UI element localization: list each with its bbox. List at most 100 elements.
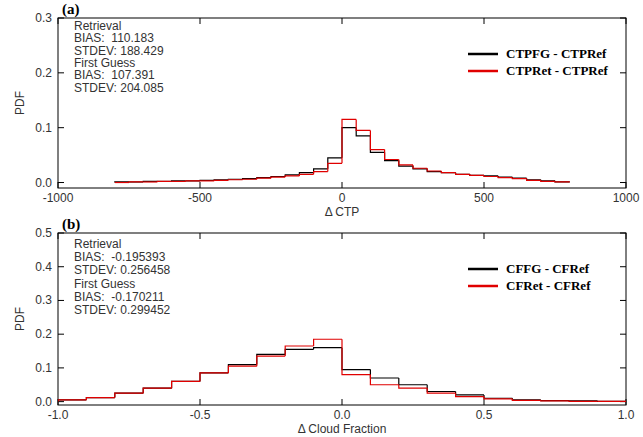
y-tick [620,266,626,267]
y-tick [58,401,64,402]
y-tick [58,300,64,301]
histogram-step [427,385,455,392]
x-tick [200,182,201,188]
histogram-step [257,178,271,179]
y-tick [58,367,64,368]
x-tick [342,18,343,24]
histogram-step [314,339,342,346]
histogram-step [228,365,256,373]
histogram-step [172,381,200,388]
histogram-step [186,180,200,182]
histogram-step [498,176,512,177]
histogram-step [427,169,441,172]
histogram-step [356,119,370,130]
y-tick [620,182,626,183]
x-tick [200,233,201,239]
histogram-step [271,176,285,177]
histogram-step [598,401,626,403]
histogram-step [356,128,370,136]
y-tick-label: 0.5 [35,226,52,240]
y-tick-label: 0.4 [35,260,52,274]
histogram-step [512,177,526,178]
histogram-step [257,178,271,179]
x-tick [484,399,485,405]
legend-swatch [468,70,498,73]
histogram-step [541,180,555,181]
y-tick-label: 0.2 [35,327,52,341]
histogram-step [228,366,256,373]
histogram-step [370,130,384,149]
histogram-step [243,178,257,180]
histogram-step [541,399,569,401]
histogram-step [555,181,569,183]
x-tick-label: 0.5 [476,408,493,422]
histogram-step [470,174,484,175]
histogram-step [243,179,257,181]
histogram-step [484,395,512,398]
histogram-step [115,181,129,183]
histogram-step [157,181,171,182]
y-tick-label: 0.3 [35,293,52,307]
histogram-step [86,398,114,400]
panel-label: (a) [62,1,80,18]
histogram-step [342,348,370,370]
histogram-step [129,181,143,183]
legend-label: CFRet - CFRef [506,278,591,293]
legend-swatch [468,285,498,288]
x-tick-label: -500 [188,191,212,205]
x-tick-label: -0.5 [190,408,211,422]
data-group [115,119,569,182]
histogram-step [86,398,114,400]
histogram-step [214,180,228,182]
data-group [58,339,626,401]
histogram-step [200,373,228,381]
x-tick-label: -1.0 [48,408,69,422]
x-tick-label: -1000 [43,191,74,205]
annotation: Retrieval [74,237,121,251]
histogram-step [314,348,342,350]
histogram-step [484,175,498,177]
x-axis-title: Δ Cloud Fraction [298,422,387,436]
plot-frame [58,233,626,405]
annotation: STDEV: 204.085 [74,81,164,95]
histogram-step [541,400,569,402]
legend-label: CTPFG - CTPRef [506,46,607,61]
legend-label: CFFG - CFRef [506,261,590,276]
histogram-step [427,388,455,393]
histogram-step [172,180,186,182]
x-tick [484,182,485,188]
x-tick [626,18,627,24]
y-tick [58,72,64,73]
histogram-step [399,159,413,164]
histogram-step [257,356,285,366]
histogram-step [285,349,313,354]
x-tick-label: 0 [339,191,346,205]
x-tick-label: 0.0 [334,408,351,422]
y-axis-title: PDF [13,91,27,115]
histogram-step [115,393,143,397]
histogram-step [484,175,498,176]
histogram-step [200,180,214,182]
y-tick [58,266,64,267]
x-tick-label: 1000 [613,191,640,205]
histogram-step [512,398,540,400]
histogram-step [143,181,157,182]
y-tick [620,18,626,19]
figure: -1000-500050010000.00.10.20.3Δ CTPPDF(a)… [0,0,643,437]
x-tick-label: 500 [474,191,494,205]
annotation: First Guess [74,277,135,291]
legend-swatch [468,268,498,271]
annotation: STDEV: 0.256458 [74,263,171,277]
y-tick [58,233,64,234]
histogram-step [512,399,540,400]
histogram-step [456,392,484,395]
histogram-step [271,177,285,178]
histogram-step [541,180,555,181]
x-tick [484,233,485,239]
y-axis-title: PDF [13,307,27,331]
histogram-step [115,182,129,183]
histogram-step [115,393,143,397]
x-tick [342,182,343,188]
x-tick [58,18,59,24]
histogram-step [498,176,512,177]
